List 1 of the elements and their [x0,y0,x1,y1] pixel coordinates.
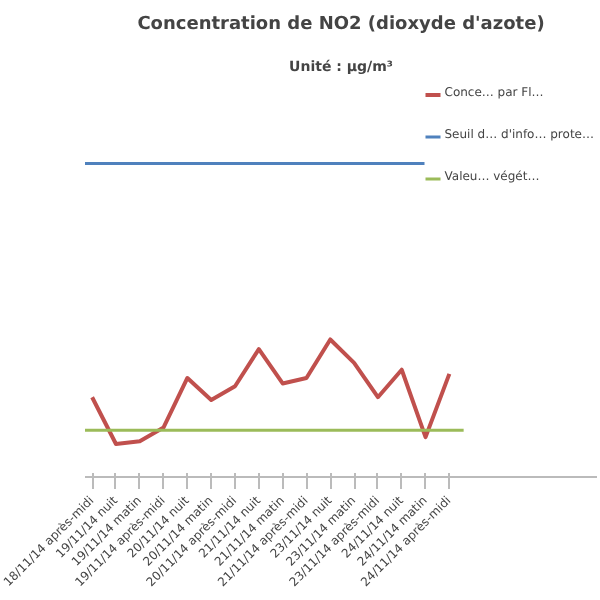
chart-title: Concentration de NO2 (dioxyde d'azote) [137,15,545,35]
